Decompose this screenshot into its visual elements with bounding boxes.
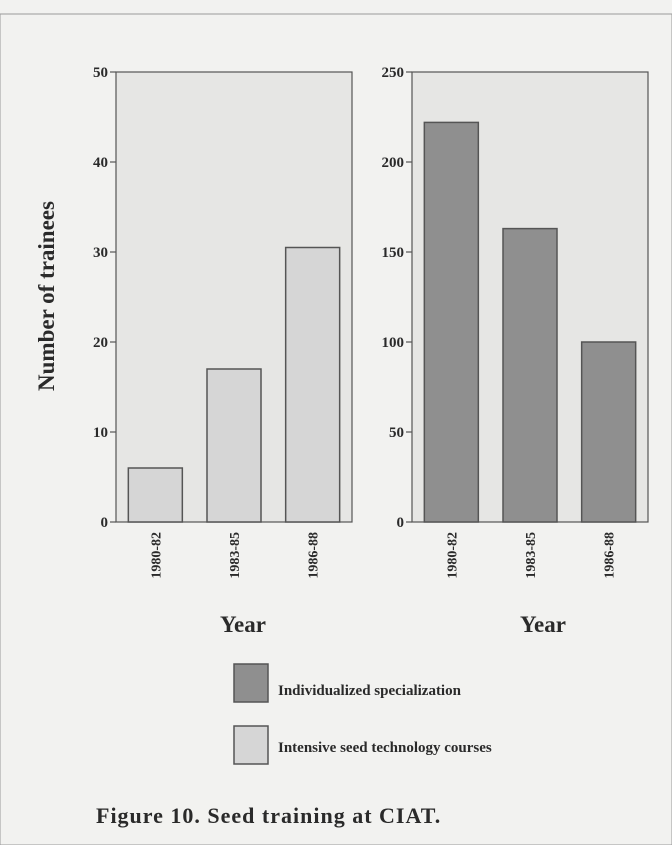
- legend: Individualized specialization Intensive …: [233, 663, 492, 765]
- y-tick-label: 30: [93, 245, 108, 261]
- legend-label-intensive: Intensive seed technology courses: [278, 740, 492, 756]
- x-tick-label: 1980-82: [445, 532, 460, 579]
- y-axis-title-left: Number of trainees: [34, 201, 59, 391]
- chart-intensive-courses: 0 10 20 30 40 50 1980-82 1983-85 1986-88: [93, 65, 353, 579]
- legend-label-individualized: Individualized specialization: [278, 683, 462, 699]
- bar-1986-88: [580, 341, 637, 523]
- y-tick-label: 150: [382, 245, 405, 261]
- y-tick-label: 20: [93, 335, 108, 351]
- bar-1983-85: [502, 227, 558, 523]
- bar-1980-82: [127, 467, 184, 523]
- y-tick-label: 0: [397, 515, 405, 531]
- y-tick-label: 10: [93, 425, 108, 441]
- x-tick-label: 1980-82: [149, 532, 164, 579]
- bar-1983-85: [206, 368, 262, 523]
- x-axis-title-right: Year: [520, 612, 566, 637]
- bar-1980-82: [423, 121, 480, 523]
- x-tick-label: 1986-88: [307, 532, 322, 579]
- figure-caption: Figure 10. Seed training at CIAT.: [96, 803, 441, 828]
- bar-1986-88: [284, 246, 341, 523]
- y-tick-label: 100: [382, 335, 405, 351]
- y-tick-label: 250: [382, 65, 405, 81]
- y-tick-label: 50: [93, 65, 108, 81]
- y-tick-label: 50: [389, 425, 404, 441]
- x-axis-title-left: Year: [220, 612, 266, 637]
- legend-swatch-intensive: [233, 725, 269, 765]
- y-tick-label: 0: [101, 515, 109, 531]
- chart-individualized-specialization: 0 50 100 150 200 250 1980-82 1983-85 1986-88: [382, 65, 649, 579]
- legend-swatch-individualized: [233, 663, 269, 703]
- x-tick-label: 1983-85: [524, 532, 539, 579]
- y-tick-label: 40: [93, 155, 108, 171]
- x-tick-label: 1986-88: [603, 532, 618, 579]
- y-tick-label: 200: [382, 155, 405, 171]
- x-tick-label: 1983-85: [228, 532, 243, 579]
